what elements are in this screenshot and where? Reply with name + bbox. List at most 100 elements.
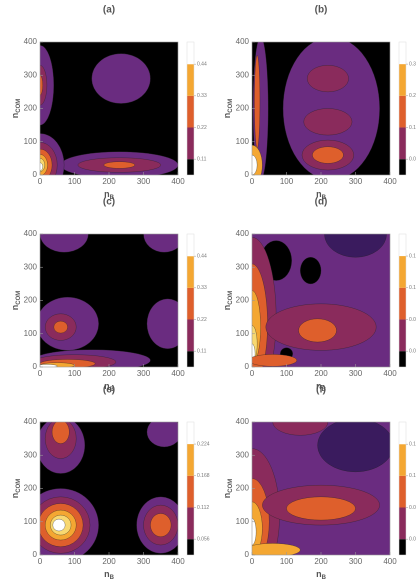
contour-region (312, 146, 344, 164)
x-tick-label: 300 (137, 177, 151, 186)
y-label-base: n (222, 113, 232, 119)
y-tick-label: 200 (24, 104, 38, 113)
y-tick-label: 100 (236, 137, 250, 146)
colorbar-segment (187, 539, 194, 555)
contour-region (103, 161, 136, 169)
y-tick-label: 300 (236, 262, 250, 271)
y-label-sub: COM (228, 291, 234, 305)
colorbar-tick-label: 0.11 (197, 156, 207, 162)
colorbar-segment (399, 351, 406, 367)
y-tick-label: 0 (33, 362, 38, 371)
x-tick-label: 400 (383, 177, 397, 186)
contour-region (252, 354, 297, 367)
panel-title: (c) (103, 197, 115, 208)
y-tick-label: 400 (24, 417, 38, 426)
x-tick-label: 100 (68, 557, 82, 566)
colorbar-segment (399, 475, 406, 508)
x-tick-label: 0 (38, 177, 43, 186)
x-axis-label: nB (104, 189, 115, 200)
colorbar-tick-label: 0.04 (409, 536, 416, 542)
x-label-sub: B (110, 195, 115, 201)
colorbar-tick-label: 0.138 (409, 285, 416, 291)
x-label-sub: B (322, 195, 327, 201)
colorbar-tick-label: 0.076 (409, 156, 416, 162)
panel-title: (e) (103, 385, 115, 396)
colorbar-tick-label: 0.33 (197, 93, 207, 99)
colorbar-segment (399, 444, 406, 476)
colorbar-segment (399, 319, 406, 352)
x-tick-label: 100 (68, 369, 82, 378)
y-label-base: n (222, 493, 232, 499)
contour-plot (252, 42, 390, 175)
x-tick-label: 400 (171, 557, 185, 566)
colorbar-segment (399, 95, 406, 128)
contour-region (40, 234, 89, 253)
x-label-base: n (316, 381, 322, 391)
x-tick-label: 400 (383, 369, 397, 378)
colorbar-segment (187, 507, 194, 540)
colorbar-segment (187, 95, 194, 128)
y-tick-label: 300 (24, 262, 38, 271)
x-tick-label: 300 (349, 557, 363, 566)
colorbar-segment (399, 287, 406, 320)
colorbar-tick-label: 0.44 (197, 253, 207, 259)
contour-region (307, 65, 349, 93)
y-tick-label: 200 (236, 104, 250, 113)
colorbar-segment (399, 42, 406, 65)
x-tick-label: 0 (250, 557, 255, 566)
colorbar-segment (399, 64, 406, 96)
x-tick-label: 100 (280, 557, 294, 566)
y-tick-label: 300 (236, 70, 250, 79)
x-tick-label: 0 (250, 369, 255, 378)
x-label-base: n (316, 569, 322, 579)
colorbar-tick-label: 0.056 (197, 536, 210, 542)
colorbar-segment (187, 319, 194, 352)
contour-region (252, 154, 258, 175)
y-tick-label: 200 (24, 296, 38, 305)
y-axis-label: nCOM (222, 291, 233, 311)
colorbar-segment (399, 422, 406, 445)
y-tick-label: 200 (236, 484, 250, 493)
y-tick-label: 0 (245, 170, 250, 179)
y-tick-label: 0 (245, 362, 250, 371)
panel-title: (a) (103, 5, 115, 16)
y-tick-label: 100 (24, 329, 38, 338)
colorbar-segment (187, 256, 194, 288)
x-tick-label: 200 (102, 557, 116, 566)
y-tick-label: 300 (24, 450, 38, 459)
colorbar-segment (187, 422, 194, 445)
y-label-sub: COM (228, 479, 234, 493)
contour-plot (40, 42, 178, 175)
x-label-base: n (104, 189, 110, 199)
colorbar-tick-label: 0.092 (409, 317, 416, 323)
y-tick-label: 400 (236, 229, 250, 238)
contour-region (53, 320, 68, 334)
y-tick-label: 400 (24, 229, 38, 238)
colorbar-segment (399, 234, 406, 257)
x-label-base: n (104, 569, 110, 579)
colorbar-tick-label: 0.11 (197, 348, 207, 354)
y-label-base: n (10, 113, 20, 119)
y-label-sub: COM (16, 479, 22, 493)
colorbar-frame (398, 233, 407, 368)
colorbar-tick-label: 0.22 (197, 125, 207, 131)
contour-plot (252, 234, 390, 367)
x-axis-label: nB (316, 569, 327, 580)
y-tick-label: 300 (236, 450, 250, 459)
y-axis-label: nCOM (10, 291, 21, 311)
colorbar-tick-label: 0.152 (409, 125, 416, 131)
y-axis-label: nCOM (10, 479, 21, 499)
x-tick-label: 300 (137, 557, 151, 566)
x-tick-label: 200 (314, 369, 328, 378)
x-axis-label: nB (316, 381, 327, 392)
colorbar-segment (187, 351, 194, 367)
contour-plot (40, 234, 178, 367)
colorbar-segment (187, 444, 194, 476)
colorbar-tick-label: 0.184 (409, 253, 416, 259)
contour-region (298, 318, 337, 343)
x-tick-label: 200 (314, 557, 328, 566)
colorbar-segment (399, 507, 406, 540)
contour-region (300, 257, 322, 285)
contour-region (146, 298, 178, 349)
